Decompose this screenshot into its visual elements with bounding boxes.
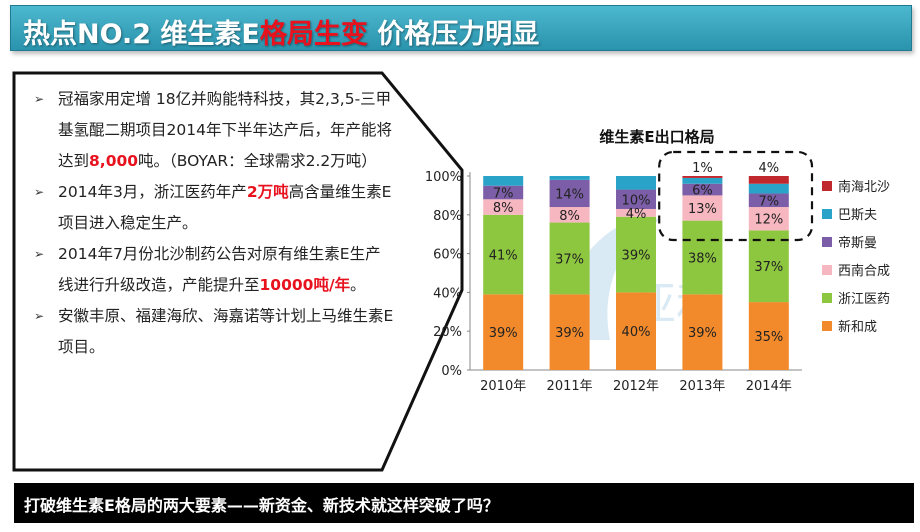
bar-segment — [682, 176, 723, 178]
bullet-item: ➢ 冠福家用定增 18亿并购能特科技，其2,3,5-三甲基氢醌二期项目2014年下… — [34, 84, 394, 177]
bullet-panel — [0, 65, 470, 480]
data-label: 37% — [754, 260, 783, 275]
bullet-arrow-icon: ➢ — [34, 185, 45, 199]
bullet-panel-frame — [12, 71, 464, 472]
chart-title: 维生素E出口格局 — [599, 128, 714, 146]
legend-label: 浙江医药 — [838, 292, 890, 307]
bar-segment — [616, 176, 656, 190]
x-tick-label: 2012年 — [613, 379, 659, 394]
data-label: 4% — [626, 207, 647, 222]
data-label: 10% — [622, 193, 651, 208]
highlight-box — [658, 150, 814, 242]
bar-segment — [682, 195, 723, 221]
bar-segment — [682, 177, 723, 184]
bar-segment — [549, 222, 590, 295]
bullet-item: ➢ 安徽丰原、福建海欣、海嘉诺等计划上马维生素E项目。 — [34, 301, 394, 363]
bar-segment — [483, 214, 524, 295]
footer-bar: 打破维生素E格局的两大要素——新资金、新技术就这样突破了吗？ — [14, 483, 914, 523]
slide-title: 热点NO.2 维生素E格局生变 价格压力明显 — [23, 12, 539, 51]
data-label: 1% — [692, 161, 713, 176]
data-label: 39% — [622, 249, 651, 264]
bar-segment — [616, 189, 656, 209]
legend-label: 帝斯曼 — [838, 235, 877, 251]
legend-swatch — [822, 265, 832, 275]
data-label: 37% — [555, 252, 584, 267]
bar-segment — [682, 220, 723, 295]
data-label: 14% — [555, 187, 584, 202]
bar-segment — [549, 176, 590, 180]
data-label: 40% — [622, 325, 651, 340]
title-part-2: 价格压力明显 — [367, 19, 540, 50]
data-label: 38% — [688, 251, 717, 266]
legend-swatch — [822, 181, 832, 191]
footer-text: 打破维生素E格局的两大要素——新资金、新技术就这样突破了吗？ — [24, 496, 499, 515]
data-label: 39% — [489, 326, 518, 341]
bar-segment — [748, 183, 789, 194]
data-label: 39% — [555, 326, 584, 341]
bar-segment — [616, 292, 656, 370]
bar-segment — [748, 193, 789, 208]
data-label: 4% — [758, 161, 779, 176]
chart-svg: 维生素E出口格局0%20%40%60%80%100%39%41%8%7%2010… — [425, 128, 890, 394]
bar-segment — [682, 294, 723, 370]
title-part-1: 热点NO.2 维生素E — [23, 19, 260, 50]
legend-swatch — [822, 209, 832, 219]
bar-segment — [549, 294, 590, 370]
title-highlight: 格局生变 — [259, 19, 368, 50]
bar-segment — [748, 230, 789, 303]
bar-segment — [748, 207, 789, 231]
bar-segment — [483, 199, 524, 215]
bar-segment — [483, 176, 524, 186]
legend-label: 南海北沙 — [838, 179, 890, 195]
data-label: 6% — [692, 184, 713, 199]
bar-segment — [748, 302, 789, 370]
legend-swatch — [822, 321, 832, 331]
data-label: 35% — [754, 330, 783, 345]
legend-swatch — [822, 237, 832, 247]
bullet-list: ➢ 冠福家用定增 18亿并购能特科技，其2,3,5-三甲基氢醌二期项目2014年下… — [34, 84, 394, 363]
legend-swatch — [822, 293, 832, 303]
data-label: 7% — [758, 194, 779, 209]
bullet-arrow-icon: ➢ — [34, 247, 45, 261]
slide-header: 热点NO.2 维生素E格局生变 价格压力明显 — [10, 5, 912, 51]
bar-segment — [483, 294, 524, 370]
x-tick-label: 2014年 — [746, 379, 792, 394]
y-tick-label: 80% — [433, 209, 462, 224]
x-tick-label: 2010年 — [480, 379, 526, 394]
y-tick-label: 60% — [433, 248, 462, 263]
legend-label: 巴斯夫 — [838, 208, 877, 223]
bar-segment — [483, 185, 524, 200]
bar-segment — [748, 176, 789, 184]
bullet-item: ➢ 2014年7月份北沙制药公告对原有维生素E生产线进行升级改造，产能提升至100… — [34, 239, 394, 301]
bar-segment — [682, 183, 723, 196]
y-tick-label: 100% — [425, 170, 462, 185]
legend-label: 西南合成 — [838, 263, 890, 279]
legend-label: 新和成 — [838, 319, 877, 335]
bar-segment — [549, 207, 590, 223]
data-label: 12% — [754, 213, 783, 228]
y-tick-label: 0% — [441, 364, 462, 379]
bar-segment — [616, 216, 656, 293]
y-tick-label: 40% — [433, 286, 462, 301]
data-label: 7% — [493, 186, 514, 201]
data-label: 41% — [489, 249, 518, 264]
bullet-arrow-icon: ➢ — [34, 309, 45, 323]
data-label: 8% — [559, 209, 580, 224]
bullet-item: ➢ 2014年3月，浙江医药年产2万吨高含量维生素E项目进入稳定生产。 — [34, 177, 394, 239]
bullet-arrow-icon: ➢ — [34, 92, 45, 106]
bar-segment — [549, 179, 590, 208]
data-label: 39% — [688, 326, 717, 341]
y-tick-label: 20% — [433, 325, 462, 340]
data-label: 13% — [688, 202, 717, 217]
x-tick-label: 2013年 — [679, 379, 725, 394]
export-chart: 维生素E出口格局 0% 20% 40% 60% 80% 100% 39% 41% 8% 7% 2010… — [412, 120, 920, 420]
bar-segment — [616, 208, 656, 217]
x-tick-label: 2011年 — [547, 379, 593, 394]
data-label: 8% — [493, 201, 514, 216]
